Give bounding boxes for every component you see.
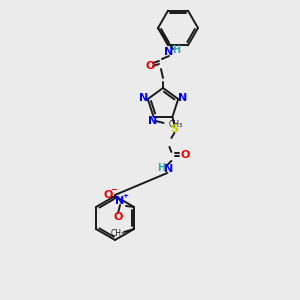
Text: +: + [122,193,128,199]
Text: H: H [172,45,180,55]
Text: CH₃: CH₃ [169,120,183,129]
Text: O: O [113,212,123,222]
Text: CH₃: CH₃ [111,230,125,238]
Text: N: N [148,116,157,126]
Text: N: N [164,47,174,57]
Text: N: N [139,93,148,103]
Text: O: O [181,150,190,160]
Text: S: S [170,124,178,134]
Text: O: O [145,61,155,71]
Text: H: H [157,163,166,173]
Text: N: N [116,196,125,206]
Text: N: N [164,164,173,174]
Text: −: − [111,185,118,194]
Text: N: N [178,93,187,103]
Text: O: O [103,190,113,200]
